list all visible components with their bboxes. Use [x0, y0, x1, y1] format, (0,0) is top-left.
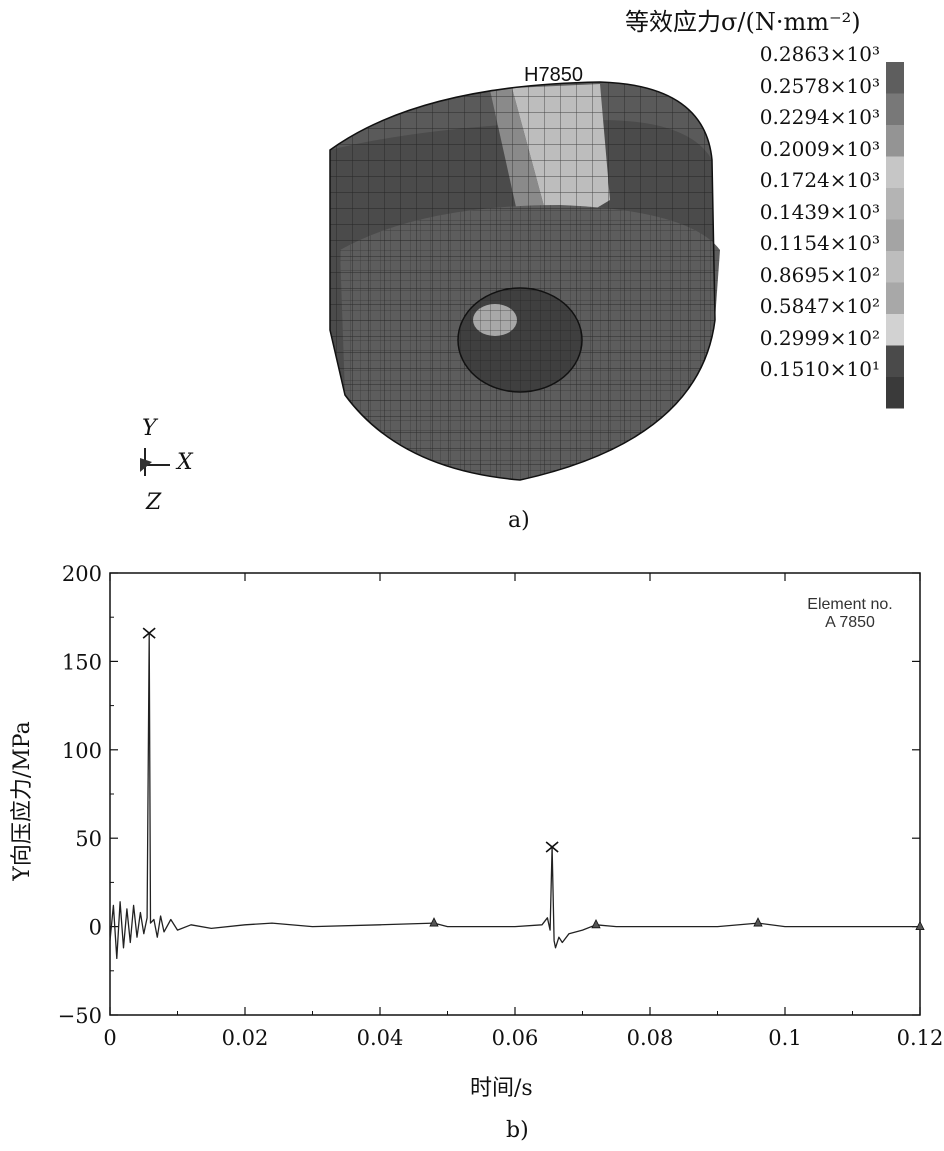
legend-label: 0.2999×10² — [759, 325, 880, 350]
legend-label: 0.5847×10² — [759, 294, 880, 318]
legend-swatch — [886, 188, 904, 220]
legend-swatch — [886, 377, 904, 409]
peak-x-marker — [545, 841, 559, 853]
y-tick-label: 0 — [89, 916, 102, 940]
y-tick-label: −50 — [58, 1004, 102, 1028]
triad-y-label: Y — [142, 416, 157, 441]
legend-swatch — [886, 251, 904, 283]
axis-triad-icon — [140, 448, 170, 476]
legend-label: 0.1439×10³ — [759, 199, 880, 224]
triangle-marker — [429, 917, 439, 927]
x-tick-label: 0.06 — [492, 1026, 539, 1050]
legend-label: 0.1510×10¹ — [759, 357, 880, 381]
x-tick-label: 0.12 — [897, 1026, 944, 1050]
annotation-line-1: Element no. — [807, 596, 893, 613]
legend-swatch — [886, 282, 904, 314]
legend-label: 0.2294×10³ — [759, 105, 880, 129]
triangle-marker — [915, 920, 925, 930]
peak-x-marker — [142, 627, 156, 639]
fem-model-drawing — [140, 62, 904, 481]
x-tick-label: 0.04 — [357, 1026, 404, 1050]
triangle-marker — [753, 917, 763, 927]
x-tick-label: 0.02 — [222, 1026, 269, 1050]
legend-label: 0.2009×10³ — [759, 136, 880, 161]
x-tick-label: 0.1 — [768, 1026, 801, 1050]
legend-title: 等效应力σ/(N·mm⁻²) — [625, 8, 861, 36]
x-tick-label: 0.08 — [627, 1026, 674, 1050]
triad-x-label: X — [177, 450, 193, 475]
y-tick-label: 200 — [62, 562, 102, 586]
legend-swatch — [886, 314, 904, 346]
legend-swatch — [886, 156, 904, 188]
y-tick-label: 50 — [75, 827, 102, 851]
plot-frame — [109, 572, 921, 1016]
y-axis-title: Y向压应力/MPa — [10, 721, 35, 881]
legend-swatch — [886, 345, 904, 377]
y-tick-label: 150 — [62, 650, 102, 674]
legend-label: 0.2578×10³ — [759, 73, 880, 98]
legend-color-bar — [886, 62, 904, 409]
element-label: H7850 — [524, 64, 583, 86]
legend-swatch — [886, 62, 904, 94]
legend-label: 0.2863×10³ — [759, 42, 880, 66]
caption-b: b) — [506, 1118, 529, 1143]
caption-a: a) — [508, 508, 530, 533]
legend-label: 0.1724×10³ — [759, 168, 880, 192]
figure-a: H7850 等效应力σ/(N·mm⁻²) 0.2863×10³ 0.2578×10… — [0, 0, 944, 540]
triad-z-label: Z — [146, 490, 162, 515]
stress-series-line — [109, 632, 920, 960]
x-tick-label: 0 — [103, 1026, 116, 1050]
y-tick-label: 100 — [62, 739, 102, 763]
chart-annotation: Element no. A 7850 — [770, 596, 930, 632]
legend-swatch — [886, 93, 904, 125]
legend-label: 0.1154×10³ — [759, 231, 880, 255]
x-axis-title: 时间/s — [470, 1076, 533, 1101]
annotation-line-2: A 7850 — [825, 614, 875, 631]
legend-swatch — [886, 219, 904, 251]
legend-label: 0.8695×10² — [759, 262, 880, 287]
triangle-marker — [591, 918, 601, 929]
legend-swatch — [886, 125, 904, 157]
